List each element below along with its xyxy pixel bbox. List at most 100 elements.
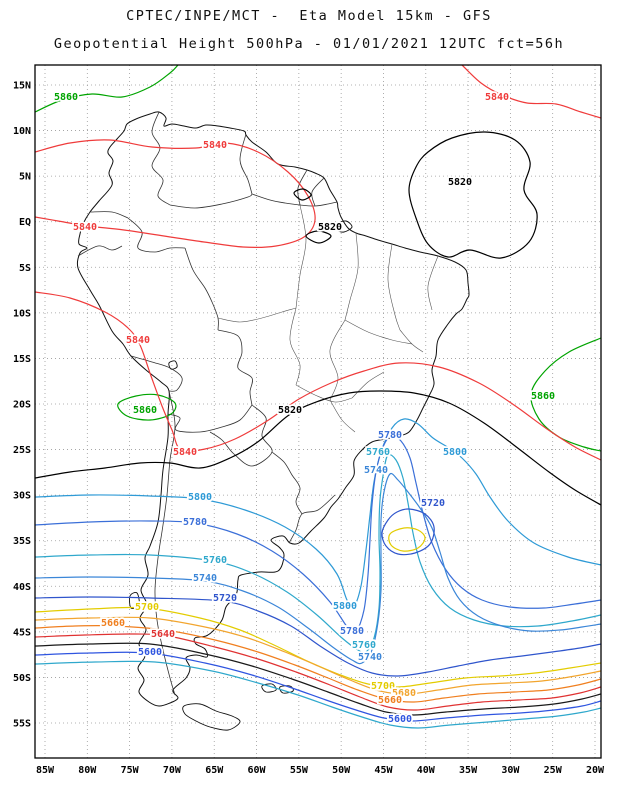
country-border	[297, 169, 308, 206]
contour-label-5840: 5840	[485, 92, 509, 103]
country-border	[184, 247, 219, 331]
state-border	[329, 319, 346, 401]
contour-label-5840: 5840	[203, 140, 227, 151]
contour-label-5700: 5700	[371, 681, 395, 692]
lon-label-35W: 35W	[459, 765, 478, 776]
country-border	[77, 245, 123, 257]
island-outline	[182, 703, 241, 731]
contour-label-5860: 5860	[531, 391, 555, 402]
chart-title-line2: Geopotential Height 500hPa - 01/01/2021 …	[53, 36, 565, 52]
contour-line-5820	[408, 131, 538, 259]
lon-label-75W: 75W	[121, 765, 140, 776]
contour-line-5580	[35, 660, 601, 729]
state-border	[217, 307, 297, 323]
country-border	[209, 404, 273, 467]
country-border	[167, 404, 253, 433]
latlon-grid	[35, 65, 601, 758]
lat-label-35S: 35S	[13, 536, 31, 547]
state-border	[295, 204, 307, 309]
contour-label-5800: 5800	[188, 492, 212, 503]
contour-label-5640: 5640	[151, 629, 175, 640]
state-border	[289, 307, 301, 386]
contour-label-5820: 5820	[318, 222, 342, 233]
lon-label-25W: 25W	[544, 765, 563, 776]
lon-label-65W: 65W	[205, 765, 224, 776]
contour-label-5660: 5660	[378, 695, 402, 706]
contour-label-5760: 5760	[352, 640, 376, 651]
contour-label-5600: 5600	[388, 714, 412, 725]
lon-label-85W: 85W	[36, 765, 55, 776]
geography-layer	[76, 111, 470, 731]
state-border	[351, 371, 385, 399]
lon-label-50W: 50W	[332, 765, 351, 776]
country-border	[151, 111, 171, 206]
contour-line-5840	[461, 65, 601, 119]
country-border	[169, 193, 253, 209]
contour-line-5740	[35, 472, 601, 665]
lat-label-40S: 40S	[13, 582, 31, 593]
map-frame	[34, 64, 602, 759]
contour-label-5820: 5820	[448, 177, 472, 188]
island-outline	[129, 592, 140, 609]
contour-line-5660	[35, 625, 601, 703]
contour-line-5600	[35, 651, 601, 722]
contour-layer	[35, 65, 601, 729]
lon-label-80W: 80W	[78, 765, 97, 776]
contour-label-5860: 5860	[133, 405, 157, 416]
contour-label-5740: 5740	[364, 465, 388, 476]
state-border	[344, 232, 359, 321]
country-border	[251, 193, 338, 207]
contour-label-5800: 5800	[333, 601, 357, 612]
contour-label-5760: 5760	[366, 447, 390, 458]
contour-line-5760	[35, 453, 601, 654]
contour-line-5820	[35, 390, 601, 506]
contour-line-5720	[35, 596, 601, 677]
contour-line-5620	[35, 642, 601, 716]
contour-line-5840	[35, 139, 316, 249]
state-border	[344, 319, 413, 345]
lon-label-30W: 30W	[501, 765, 520, 776]
lat-label-15S: 15S	[13, 354, 31, 365]
country-border	[239, 133, 253, 195]
contour-line-5640	[35, 633, 601, 711]
lat-label-10N: 10N	[13, 126, 31, 137]
lon-label-60W: 60W	[248, 765, 267, 776]
state-border	[329, 399, 356, 433]
contour-label-5760: 5760	[203, 555, 227, 566]
island-outline	[334, 220, 353, 233]
country-border	[271, 451, 303, 515]
contour-label-5820: 5820	[278, 405, 302, 416]
island-outline	[279, 685, 294, 694]
contour-line-5700	[388, 527, 426, 552]
contour-line-5860	[530, 337, 601, 452]
contour-line-5720	[381, 508, 435, 556]
country-border	[217, 329, 253, 406]
country-border	[130, 355, 183, 392]
contour-label-5780: 5780	[340, 626, 364, 637]
lat-label-5S: 5S	[19, 263, 31, 274]
contour-label-5840: 5840	[126, 335, 150, 346]
lon-label-70W: 70W	[163, 765, 182, 776]
contour-line-5860	[35, 65, 179, 113]
lat-label-55S: 55S	[13, 718, 31, 729]
contour-label-5720: 5720	[213, 593, 237, 604]
contour-label-5740: 5740	[193, 573, 217, 584]
country-border	[89, 211, 129, 219]
country-border	[127, 217, 186, 253]
country-border	[311, 177, 325, 207]
contour-line-5780	[35, 435, 601, 634]
contour-label-5700: 5700	[135, 602, 159, 613]
lon-label-45W: 45W	[374, 765, 393, 776]
contour-label-5680: 5680	[392, 688, 416, 699]
lat-label-45S: 45S	[13, 627, 31, 638]
contour-label-5740: 5740	[358, 652, 382, 663]
lat-label-15N: 15N	[13, 81, 31, 92]
lat-label-EQ: EQ	[19, 217, 31, 228]
contour-line-5820	[293, 188, 312, 201]
contour-label-5780: 5780	[183, 517, 207, 528]
lon-label-55W: 55W	[290, 765, 309, 776]
contour-label-layer: 5860 5840 5840 5840 5820 5820 5860 5860 5840 5840…	[52, 90, 557, 727]
lat-label-20S: 20S	[13, 399, 31, 410]
